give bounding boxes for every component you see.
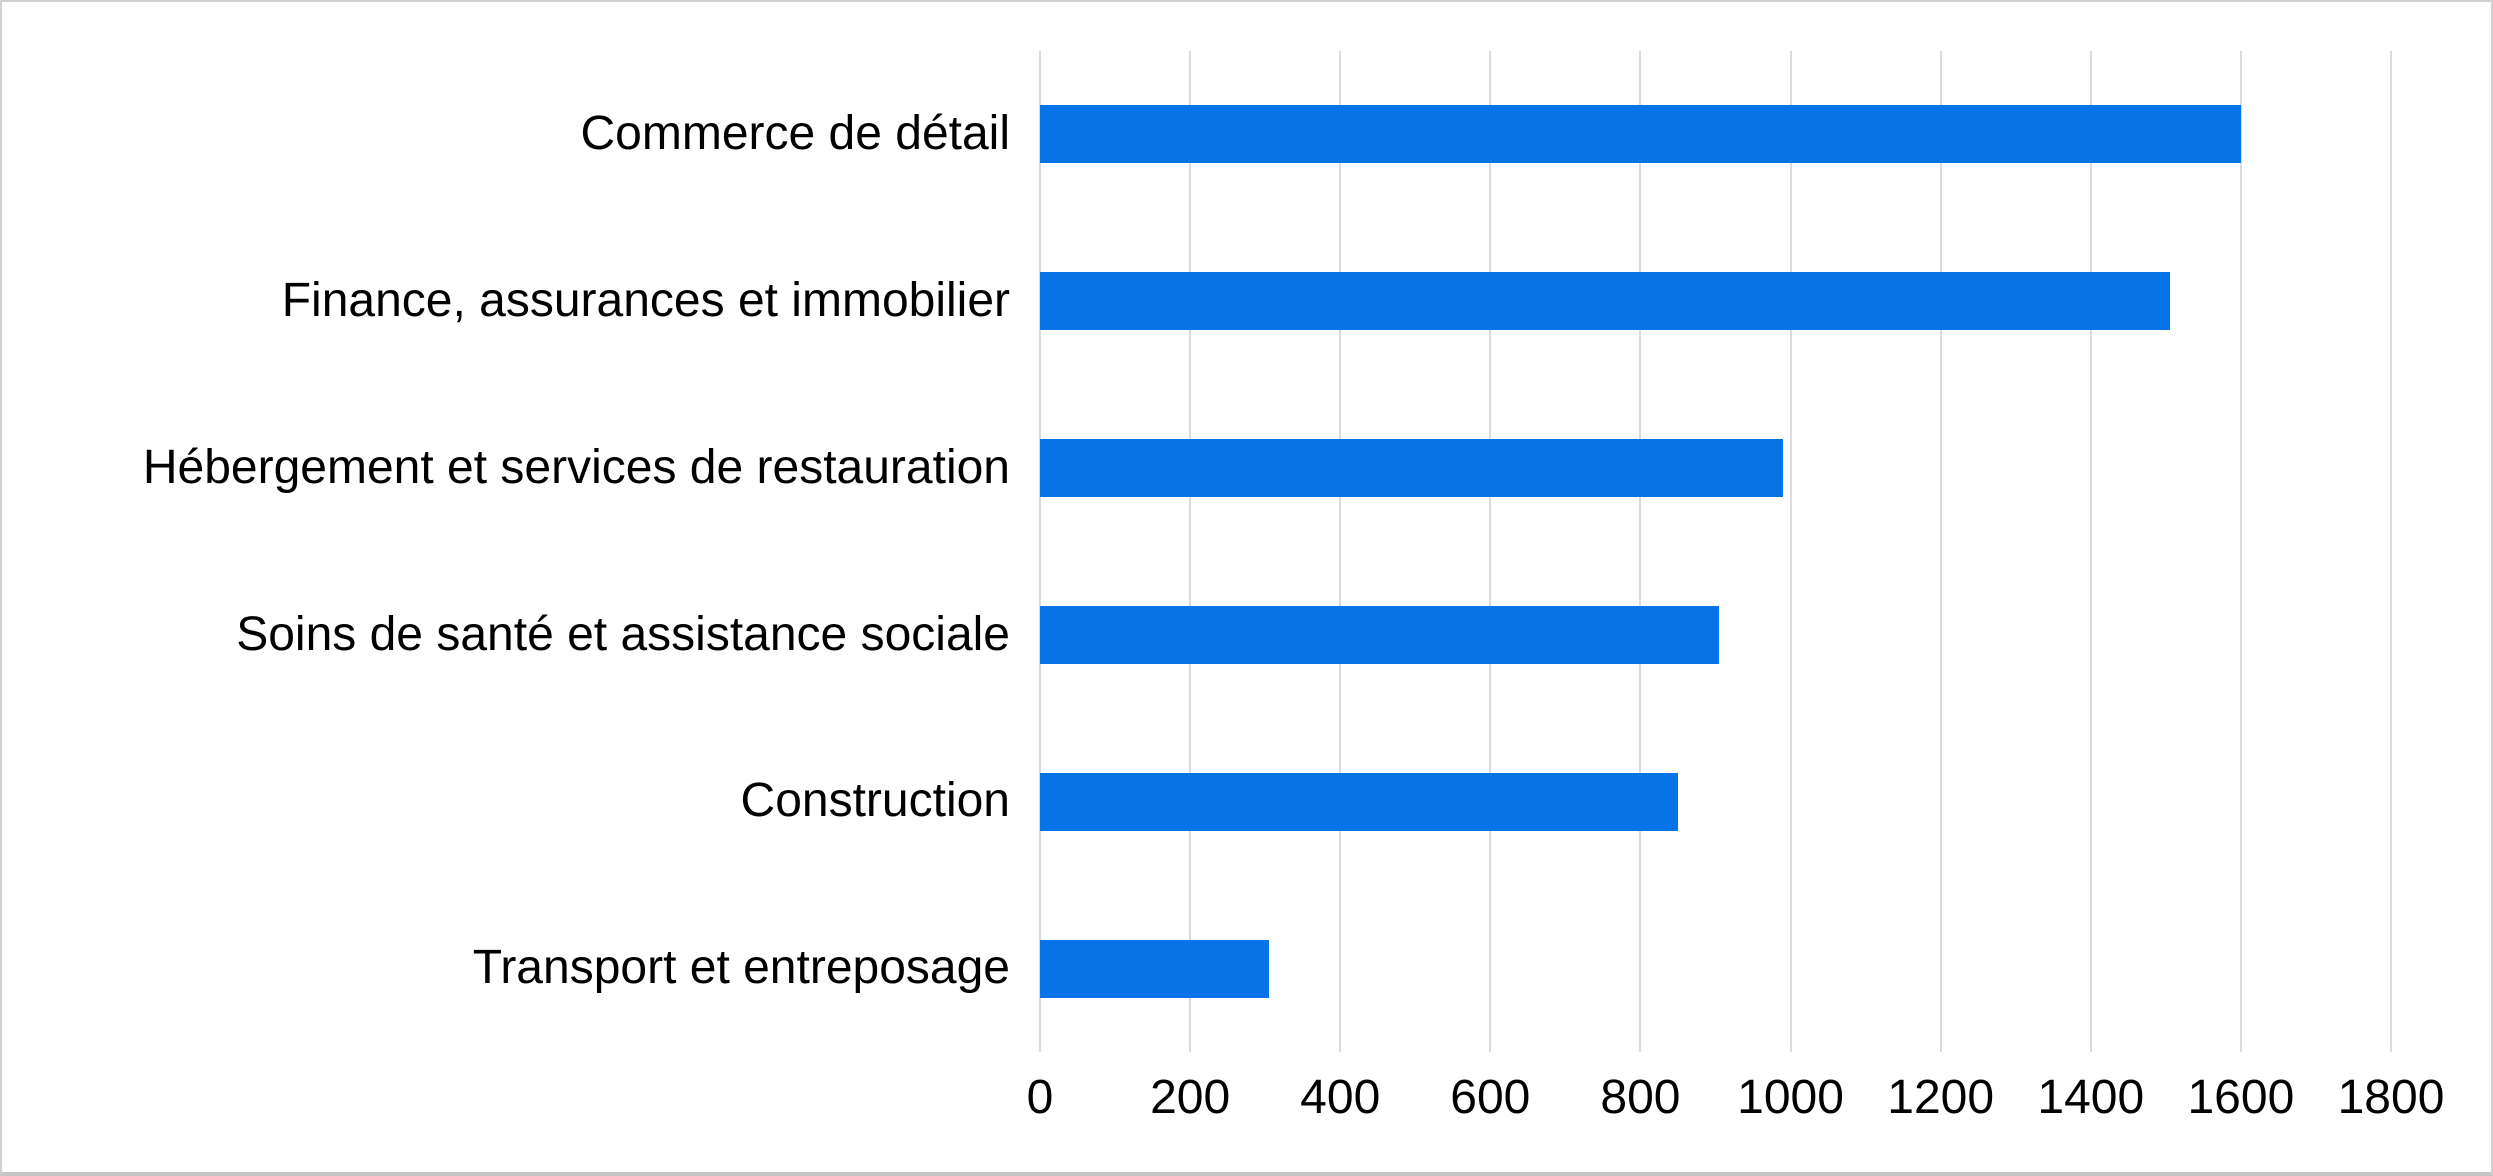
x-tick-label: 1000	[1737, 1071, 1844, 1124]
category-label-row: Construction	[2, 718, 1010, 885]
gridline	[1189, 51, 1192, 1052]
category-label-row: Transport et entreposage	[2, 885, 1010, 1052]
bar-row	[1040, 385, 2391, 552]
bars-layer	[1040, 51, 2391, 1052]
bar-row	[1040, 885, 2391, 1052]
x-tick-label: 400	[1300, 1071, 1381, 1124]
category-label: Construction	[740, 774, 1010, 828]
category-label: Hébergement et services de restauration	[142, 440, 1010, 494]
bar	[1040, 272, 2170, 331]
gridline	[1489, 51, 1492, 1052]
category-label-row: Finance, assurances et immobilier	[2, 218, 1010, 385]
x-axis: 0 200 400 600 800 1000 1200 1400 1600 1800	[1027, 1070, 2445, 1140]
x-tick-label: 600	[1450, 1071, 1531, 1124]
bar	[1040, 105, 2241, 164]
category-label-row: Soins de santé et assistance sociale	[2, 551, 1010, 718]
bar-row	[1040, 218, 2391, 385]
gridline	[2089, 51, 2092, 1052]
gridline	[1789, 51, 1792, 1052]
plot-area	[1039, 51, 2392, 1052]
bar-row	[1040, 718, 2391, 885]
gridline	[2390, 51, 2392, 1052]
x-tick-label: 1200	[1887, 1071, 1995, 1124]
bar	[1040, 605, 1720, 664]
gridline	[1339, 51, 1342, 1052]
category-label-row: Hébergement et services de restauration	[2, 385, 1010, 552]
bar	[1040, 439, 1784, 498]
category-label: Commerce de détail	[580, 107, 1010, 161]
gridlines-layer	[1039, 51, 2392, 1052]
category-labels: Commerce de détail Finance, assurances et…	[2, 51, 1010, 1052]
gridline	[1939, 51, 1942, 1052]
category-label-row: Commerce de détail	[2, 51, 1010, 218]
x-tick-label: 800	[1600, 1071, 1681, 1124]
category-label: Soins de santé et assistance sociale	[236, 607, 1010, 661]
gridline	[2239, 51, 2242, 1052]
category-label: Transport et entreposage	[472, 941, 1010, 995]
x-tick-label: 0	[1026, 1071, 1054, 1124]
category-label: Finance, assurances et immobilier	[281, 273, 1010, 327]
bar	[1040, 772, 1678, 831]
gridline	[1039, 51, 1041, 1052]
bar	[1040, 939, 1269, 998]
x-tick-label: 1400	[2037, 1071, 2145, 1124]
bar-row	[1040, 51, 2391, 218]
bar-row	[1040, 551, 2391, 718]
gridline	[1639, 51, 1642, 1052]
x-tick-label: 1800	[2337, 1071, 2445, 1124]
x-tick-label: 1600	[2187, 1071, 2295, 1124]
x-tick-label: 200	[1150, 1071, 1231, 1124]
